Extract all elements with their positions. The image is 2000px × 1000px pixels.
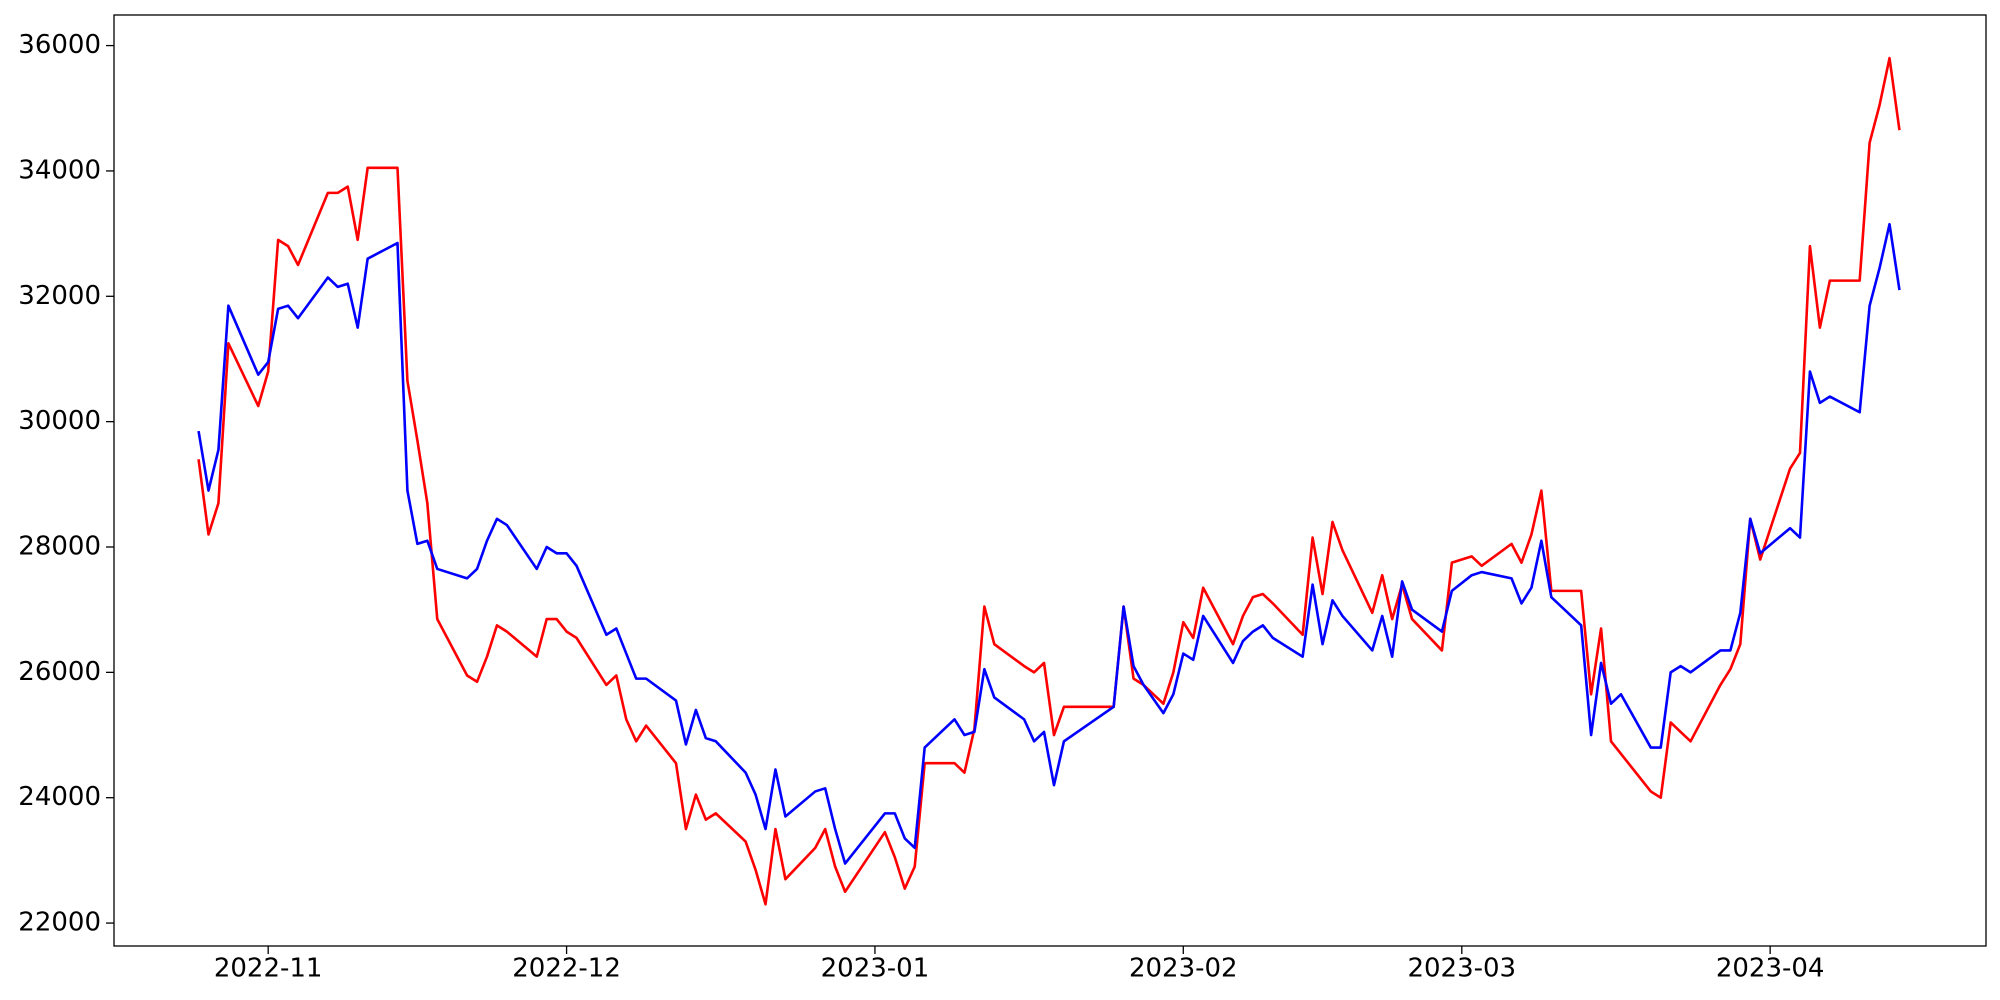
series-line <box>197 222 1901 865</box>
x-tick-label: 2023-03 <box>1407 954 1516 984</box>
x-tick-label: 2023-01 <box>821 954 930 984</box>
x-tick-label: 2023-04 <box>1716 954 1825 984</box>
x-tick-label: 2023-02 <box>1129 954 1238 984</box>
plot-frame <box>113 14 1987 947</box>
y-tick-label: 26000 <box>18 657 101 687</box>
y-tick-label: 24000 <box>18 782 101 812</box>
y-tick-label: 34000 <box>18 155 101 185</box>
x-tick-label: 2022-12 <box>512 954 621 984</box>
x-tick-label: 2022-11 <box>214 954 323 984</box>
y-tick-label: 28000 <box>18 532 101 562</box>
y-tick-label: 22000 <box>18 908 101 938</box>
y-tick-label: 36000 <box>18 30 101 60</box>
y-tick-label: 30000 <box>18 406 101 436</box>
series-line <box>197 56 1901 906</box>
y-tick-label: 32000 <box>18 281 101 311</box>
